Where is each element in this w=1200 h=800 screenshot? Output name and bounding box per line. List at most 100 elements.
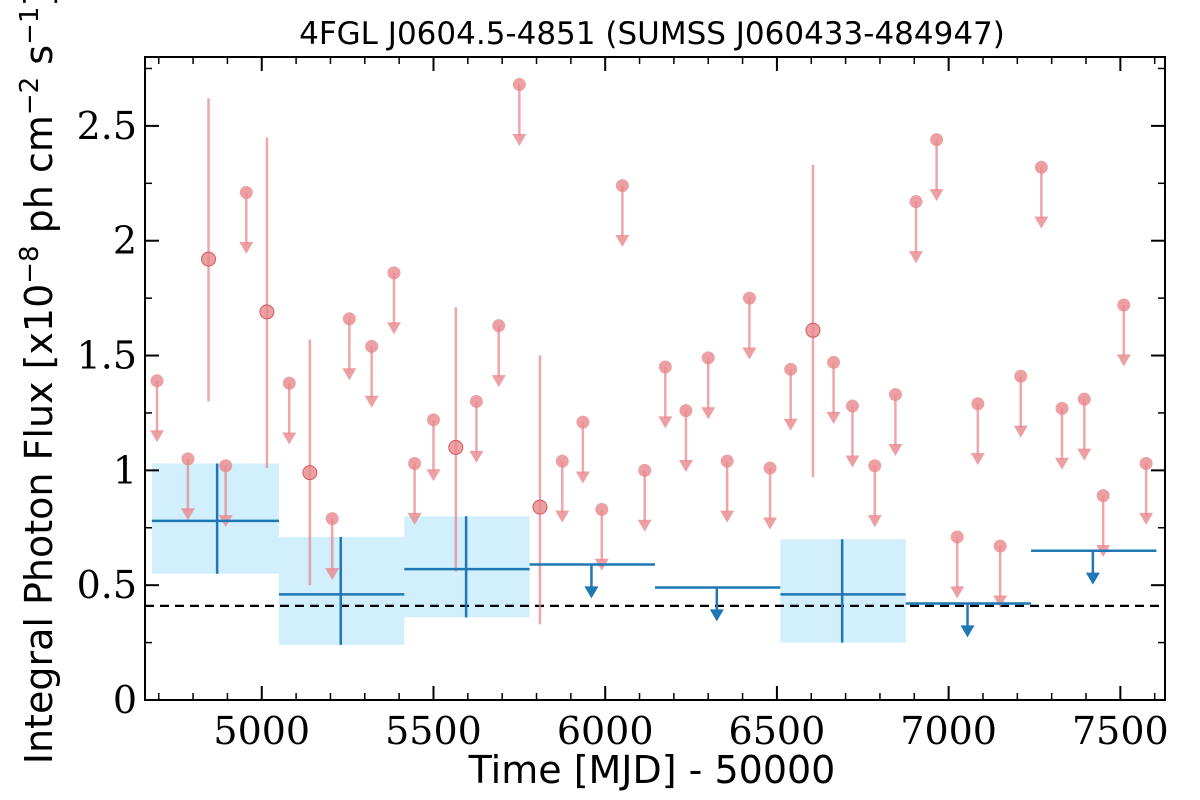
long-detection-1: [278, 536, 405, 645]
short-upper-limit-12: [491, 319, 506, 388]
long-upper-limit-0: [529, 563, 655, 599]
long-upper-limit-1: [655, 586, 781, 622]
y-label-mid2: s: [17, 45, 61, 77]
upper-limit-point: [888, 388, 902, 402]
upper-limit-arrow-head: [426, 469, 441, 482]
short-upper-limit-26: [826, 355, 841, 424]
upper-limit-point: [742, 291, 756, 305]
upper-limit-arrow-head: [386, 322, 401, 335]
y-label-suffix: ]: [17, 0, 61, 7]
short-upper-limit-0: [150, 374, 165, 443]
long-upper-limit-3: [1031, 549, 1157, 585]
short-upper-limit-11: [469, 394, 484, 463]
short-detection-2: [302, 339, 318, 586]
chart-title: 4FGL J0604.5-4851 (SUMSS J060433-484947): [299, 16, 1005, 52]
short-upper-limit-37: [1054, 401, 1069, 470]
short-upper-limit-9: [407, 456, 422, 525]
short-upper-limit-8: [386, 266, 401, 335]
long-detection-0: [151, 463, 279, 574]
upper-limit-arrow-head: [575, 471, 590, 484]
upper-limit-arrow-head: [364, 395, 379, 408]
short-upper-limit-31: [929, 133, 944, 202]
short-upper-limit-14: [555, 454, 570, 523]
short-detection-1: [259, 137, 275, 469]
y-tick-label: 2.5: [77, 104, 137, 148]
upper-limit-arrow-head: [469, 450, 484, 463]
short-upper-limit-5: [325, 512, 340, 580]
y-tick-label: 1: [113, 448, 137, 492]
short-upper-limit-18: [637, 463, 652, 532]
short-detection-point: [201, 251, 217, 267]
upper-limit-point: [1117, 298, 1131, 312]
upper-limit-arrow-head: [1054, 457, 1069, 470]
long-upper-limit-head: [709, 609, 724, 622]
short-upper-limit-15: [575, 415, 590, 484]
short-upper-limit-30: [909, 195, 924, 264]
upper-limit-arrow-head: [701, 407, 716, 420]
upper-limit-arrow-head: [678, 460, 693, 473]
y-tick-label: 0: [113, 678, 137, 722]
upper-limit-arrow-head: [1139, 512, 1154, 525]
axis-ticks: [145, 57, 1165, 701]
short-upper-limit-10: [426, 413, 441, 482]
long-upper-limit-head: [960, 625, 975, 638]
short-upper-limit-3: [239, 185, 254, 254]
upper-limit-arrow-head: [826, 411, 841, 424]
upper-limit-point: [1139, 456, 1153, 470]
short-upper-limit-17: [615, 179, 630, 248]
short-upper-limit-39: [1096, 489, 1111, 558]
short-upper-limit-35: [1013, 369, 1028, 438]
upper-limit-arrow-head: [1013, 425, 1028, 438]
y-tick-label: 0.5: [77, 563, 137, 607]
upper-limit-arrow-head: [555, 510, 570, 523]
upper-limit-arrow-head: [342, 368, 357, 381]
y-tick-label: 2: [113, 219, 137, 263]
long-bin-points: [151, 463, 1157, 645]
short-upper-limit-4: [282, 376, 297, 445]
upper-limit-arrow-head: [637, 519, 652, 532]
upper-limit-arrow-head: [720, 510, 735, 523]
x-tick-label: 5000: [213, 709, 310, 753]
upper-limit-point: [469, 394, 483, 408]
error-boxes: [151, 463, 906, 645]
upper-limit-point: [763, 461, 777, 475]
x-axis-label: Time [MJD] - 50000: [468, 748, 836, 792]
short-upper-limit-33: [970, 397, 985, 466]
y-tick-labels: 0 0.5 1 1.5 2 2.5: [77, 104, 137, 722]
upper-limit-point: [576, 415, 590, 429]
x-tick-label: 6500: [729, 709, 826, 753]
long-detection-3: [780, 539, 906, 643]
upper-limit-point: [909, 195, 923, 209]
x-tick-label: 7000: [900, 709, 997, 753]
upper-limit-point: [720, 454, 734, 468]
upper-limit-arrow-head: [150, 430, 165, 443]
short-upper-limit-27: [845, 399, 860, 468]
upper-limit-point: [219, 459, 233, 473]
short-upper-limit-7: [364, 339, 379, 408]
y-label-mid1: ph cm: [17, 115, 61, 245]
short-detection-point: [805, 322, 821, 338]
upper-limit-point: [239, 185, 253, 199]
upper-limit-point: [426, 413, 440, 427]
x-tick-label: 5500: [385, 709, 482, 753]
upper-limit-point: [845, 399, 859, 413]
short-detection-3: [448, 307, 464, 572]
short-upper-limit-25: [783, 362, 798, 431]
short-detection-point: [532, 499, 548, 515]
upper-limit-point: [638, 463, 652, 477]
short-detection-point: [302, 465, 318, 481]
short-upper-limit-22: [720, 454, 735, 523]
upper-limit-point: [492, 319, 506, 333]
x-tick-labels: 5000 5500 6000 6500 7000 7500: [213, 709, 1168, 753]
upper-limit-arrow-head: [1034, 216, 1049, 229]
short-upper-limit-13: [512, 78, 527, 146]
upper-limit-point: [784, 362, 798, 376]
upper-limit-arrow-head: [888, 443, 903, 456]
short-upper-limit-21: [701, 351, 716, 420]
short-upper-limit-1: [180, 452, 195, 521]
error-box-0: [151, 463, 279, 574]
upper-limit-arrow-head: [282, 432, 297, 445]
upper-limit-point: [595, 502, 609, 516]
short-upper-limit-40: [1116, 298, 1131, 367]
